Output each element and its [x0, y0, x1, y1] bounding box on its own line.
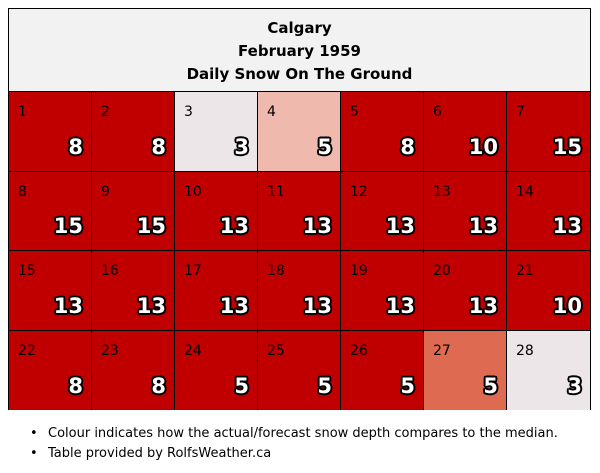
snow-depth-value: 13 — [552, 214, 582, 238]
snow-depth-value: 3 — [567, 374, 582, 398]
day-number: 10 — [184, 183, 202, 200]
day-number: 8 — [18, 183, 27, 200]
day-number: 22 — [18, 342, 36, 359]
subject-title: Daily Snow On The Ground — [186, 65, 413, 83]
day-cell: 14 13 — [507, 171, 590, 251]
day-number: 26 — [350, 342, 368, 359]
day-number: 19 — [350, 263, 368, 279]
day-number: 3 — [184, 104, 193, 120]
day-number: 1 — [18, 104, 27, 120]
snow-depth-value: 13 — [385, 293, 415, 318]
day-cell: 7 15 — [507, 92, 590, 172]
day-number: 9 — [101, 183, 110, 200]
day-cell: 20 13 — [424, 251, 507, 331]
day-cell: 23 8 — [92, 330, 175, 410]
snow-depth-value: 15 — [53, 214, 83, 238]
snow-depth-value: 13 — [302, 214, 332, 238]
day-number: 24 — [184, 342, 202, 359]
day-number: 17 — [184, 263, 202, 279]
day-cell: 9 15 — [92, 171, 175, 251]
day-number: 5 — [350, 104, 359, 120]
snow-depth-value: 13 — [53, 293, 83, 318]
snow-depth-value: 8 — [400, 134, 415, 159]
snow-depth-value: 5 — [317, 134, 332, 159]
day-number: 14 — [516, 183, 534, 200]
snow-calendar-table: Calgary February 1959 Daily Snow On The … — [8, 8, 591, 410]
snow-depth-value: 8 — [151, 374, 166, 398]
snow-depth-value: 13 — [136, 293, 166, 318]
snow-depth-value: 13 — [385, 214, 415, 238]
day-number: 12 — [350, 183, 368, 200]
day-cell: 6 10 — [424, 92, 507, 172]
note-colour-legend: Colour indicates how the actual/forecast… — [30, 424, 558, 444]
notes-list: Colour indicates how the actual/forecast… — [30, 424, 558, 464]
day-cell: 12 13 — [341, 171, 424, 251]
day-cell: 21 10 — [507, 251, 590, 331]
day-cell: 10 13 — [175, 171, 258, 251]
day-number: 28 — [516, 342, 534, 359]
day-number: 4 — [267, 104, 276, 120]
day-cell: 25 5 — [258, 330, 341, 410]
snow-depth-value: 5 — [400, 374, 415, 398]
day-cell: 11 13 — [258, 171, 341, 251]
day-number: 25 — [267, 342, 285, 359]
day-cell: 19 13 — [341, 251, 424, 331]
day-cell: 8 15 — [9, 171, 92, 251]
snow-depth-value: 8 — [151, 134, 166, 159]
table-header: Calgary February 1959 Daily Snow On The … — [9, 9, 590, 92]
snow-depth-value: 5 — [317, 374, 332, 398]
day-cell: 28 3 — [507, 330, 590, 410]
day-number: 16 — [101, 263, 119, 279]
snow-depth-value: 3 — [234, 134, 249, 159]
snow-depth-value: 15 — [552, 134, 582, 159]
day-number: 7 — [516, 104, 525, 120]
snow-depth-value: 5 — [483, 374, 498, 398]
snow-depth-value: 10 — [552, 293, 582, 318]
day-cell: 22 8 — [9, 330, 92, 410]
day-cell: 24 5 — [175, 330, 258, 410]
snow-depth-value: 13 — [219, 293, 249, 318]
snow-depth-value: 15 — [136, 214, 166, 238]
day-number: 13 — [433, 183, 451, 200]
snow-depth-value: 13 — [219, 214, 249, 238]
day-number: 2 — [101, 104, 110, 120]
day-number: 11 — [267, 183, 285, 200]
note-credit: Table provided by RolfsWeather.ca — [30, 444, 558, 464]
day-cell: 16 13 — [92, 251, 175, 331]
day-number: 20 — [433, 263, 451, 279]
day-number: 21 — [516, 263, 534, 279]
period-title: February 1959 — [238, 42, 361, 60]
day-cell: 18 13 — [258, 251, 341, 331]
day-cell: 13 13 — [424, 171, 507, 251]
snow-depth-value: 5 — [234, 374, 249, 398]
day-cell: 26 5 — [341, 330, 424, 410]
day-number: 23 — [101, 342, 119, 359]
snow-depth-value: 8 — [68, 374, 83, 398]
city-title: Calgary — [267, 19, 332, 37]
day-cell: 27 5 — [424, 330, 507, 410]
day-cell: 17 13 — [175, 251, 258, 331]
day-cell: 15 13 — [9, 251, 92, 331]
calendar-grid: 1 8 2 8 3 3 4 5 5 8 6 10 7 15 8 15 9 15 10 13 11 13 12 13 13 13 14… — [9, 92, 590, 410]
day-number: 15 — [18, 263, 36, 279]
snow-depth-value: 8 — [68, 134, 83, 159]
day-number: 18 — [267, 263, 285, 279]
snow-depth-value: 13 — [468, 214, 498, 238]
snow-depth-value: 10 — [468, 134, 498, 159]
day-number: 6 — [433, 104, 442, 120]
snow-depth-value: 13 — [468, 293, 498, 318]
snow-depth-value: 13 — [302, 293, 332, 318]
day-number: 27 — [433, 342, 451, 359]
